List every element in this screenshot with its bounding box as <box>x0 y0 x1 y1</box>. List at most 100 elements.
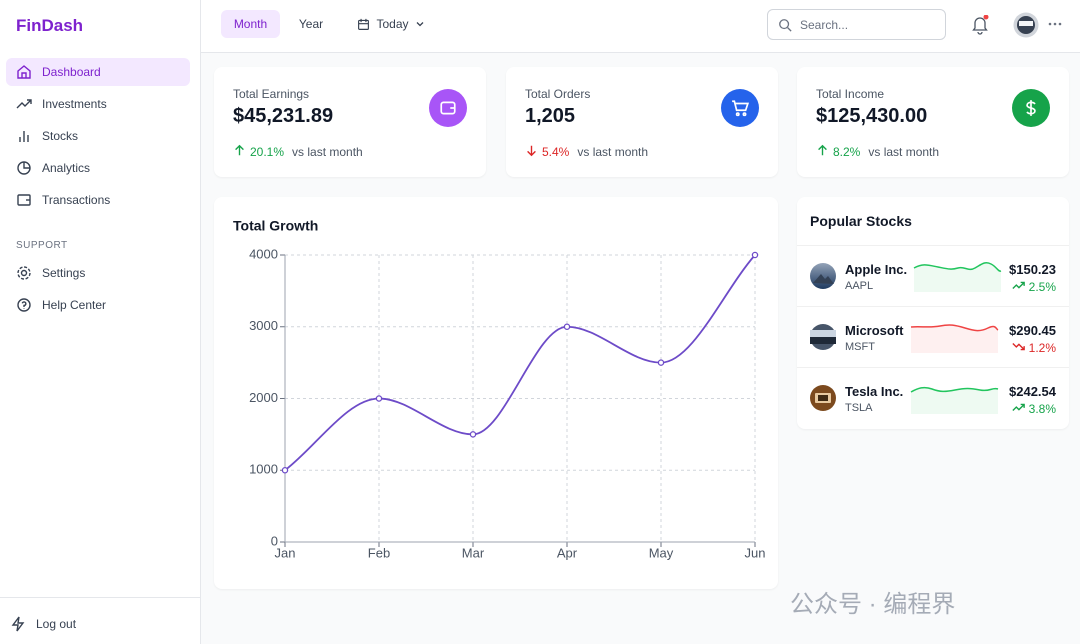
stock-logo <box>810 263 836 289</box>
more-menu[interactable] <box>1047 20 1063 28</box>
stat-change: 20.1% vs last month <box>233 144 363 160</box>
stat-icon <box>429 89 467 127</box>
stat-change: 8.2% vs last month <box>816 144 939 160</box>
change-note: vs last month <box>577 145 649 159</box>
chart-card: Total Growth 0 1000 2000 3000 4000 Jan Feb Mar A… <box>214 197 778 589</box>
trend-arrow <box>1012 401 1025 417</box>
divider <box>0 597 200 598</box>
stat-icon <box>721 89 759 127</box>
sparkline <box>910 324 999 353</box>
stat-card: Total Earnings $45,231.89 20.1% vs last m… <box>214 67 486 177</box>
stat-value: 1,205 <box>525 105 576 127</box>
trend-arrow <box>1012 340 1025 356</box>
arrow-icon <box>818 144 827 156</box>
nav-label: Help Center <box>42 298 107 312</box>
stock-price: $290.45 <box>1009 323 1056 338</box>
stock-ticker: AAPL <box>845 280 874 292</box>
stock-name: Apple Inc. <box>845 262 908 277</box>
stat-card: Total Orders 1,205 5.4% vs last month <box>506 67 778 177</box>
y-tick-label: 3000 <box>249 318 278 333</box>
stocks-title: Popular Stocks <box>810 213 912 229</box>
nav-label: Transactions <box>42 193 111 207</box>
line-chart: Total Growth 0 1000 2000 3000 4000 Jan Feb Mar A… <box>233 218 766 561</box>
stat-card: Total Income $125,430.00 8.2% vs last mon… <box>797 67 1069 177</box>
trend-arrow <box>525 144 538 160</box>
x-tick-label: Mar <box>462 545 485 560</box>
nav-label: Analytics <box>42 161 91 175</box>
y-tick-label: 0 <box>271 533 278 548</box>
nav-item[interactable]: Investments <box>6 90 190 118</box>
search-box[interactable]: Search... <box>767 9 946 40</box>
nav-item[interactable]: Analytics <box>6 154 190 182</box>
stock-ticker: MSFT <box>845 341 875 353</box>
change-value: 20.1% <box>250 145 285 159</box>
trend-arrow <box>233 144 246 160</box>
point <box>469 431 477 438</box>
point <box>563 323 571 331</box>
change-value: 8.2% <box>833 145 861 159</box>
nav-item[interactable]: Settings <box>6 259 190 287</box>
x-tick-label: Apr <box>557 545 578 560</box>
stat-label: Total Orders <box>525 87 591 101</box>
stock-price: $242.54 <box>1009 384 1056 399</box>
stat-icon <box>1012 89 1050 127</box>
sparkline <box>910 386 999 414</box>
change-value: 2.5% <box>1028 280 1056 294</box>
nav-label: Investments <box>42 97 107 111</box>
change-note: vs last month <box>292 145 363 159</box>
stock-change: 3.8% <box>1012 401 1056 417</box>
arrow-icon <box>1012 342 1025 351</box>
chart-title: Total Growth <box>233 218 318 234</box>
stock-change: 2.5% <box>1012 279 1056 295</box>
point <box>281 466 289 474</box>
topbar: Month Year Today Search... <box>201 0 1080 53</box>
x-tick-label: Feb <box>368 545 390 560</box>
stock-row[interactable]: Microsoft MSFT $290.45 1.2% <box>797 306 1069 368</box>
section-heading: SUPPORT <box>16 240 68 251</box>
stock-ticker: TSLA <box>845 402 873 414</box>
notification-bell[interactable] <box>971 15 989 35</box>
stat-label: Total Earnings <box>233 87 310 101</box>
arrow-icon <box>1012 403 1025 412</box>
line <box>284 254 756 471</box>
stock-row[interactable]: Tesla Inc. TSLA $242.54 3.8% <box>797 367 1069 429</box>
point <box>375 395 383 402</box>
trend-arrow <box>1012 279 1025 295</box>
brand[interactable]: FinDash <box>16 16 84 35</box>
nav-item[interactable]: Help Center <box>6 291 190 319</box>
stat-value: $125,430.00 <box>816 105 928 127</box>
watermark: 公众号 · 编程界 <box>790 591 956 618</box>
y-tick-label: 2000 <box>249 390 278 405</box>
change-value: 3.8% <box>1028 402 1056 416</box>
nav-label: Stocks <box>42 129 79 143</box>
arrow-icon <box>235 144 244 156</box>
y-tick-label: 1000 <box>249 462 278 477</box>
user-avatar[interactable] <box>1013 12 1039 38</box>
stock-logo <box>810 324 836 350</box>
nav-item[interactable]: Stocks <box>6 122 190 150</box>
x-tick-label: May <box>649 545 674 560</box>
logout[interactable]: Log out <box>6 610 190 638</box>
date-filter[interactable]: Today <box>351 10 431 38</box>
tab[interactable]: Month <box>221 10 280 38</box>
arrow-icon <box>1012 281 1025 290</box>
nav-item[interactable]: Transactions <box>6 186 190 214</box>
stock-logo <box>810 385 836 411</box>
x-tick-label: Jun <box>745 545 766 560</box>
nav-label: Settings <box>42 266 86 280</box>
logout-label: Log out <box>36 617 77 631</box>
nav-item[interactable]: Dashboard <box>6 58 190 86</box>
nav-label: Dashboard <box>42 65 101 79</box>
y-tick-label: 4000 <box>249 246 278 261</box>
point <box>657 359 665 366</box>
search-placeholder: Search... <box>800 17 849 32</box>
sidebar: FinDash Dashboard Investments Stocks Ana… <box>0 0 201 644</box>
stock-name: Microsoft <box>845 323 904 338</box>
tab[interactable]: Year <box>298 17 324 31</box>
stock-row[interactable]: Apple Inc. AAPL $150.23 2.5% <box>797 245 1069 307</box>
change-value: 1.2% <box>1028 341 1056 355</box>
change-value: 5.4% <box>542 145 570 159</box>
stat-label: Total Income <box>816 87 885 101</box>
x-tick-label: Jan <box>275 545 296 560</box>
